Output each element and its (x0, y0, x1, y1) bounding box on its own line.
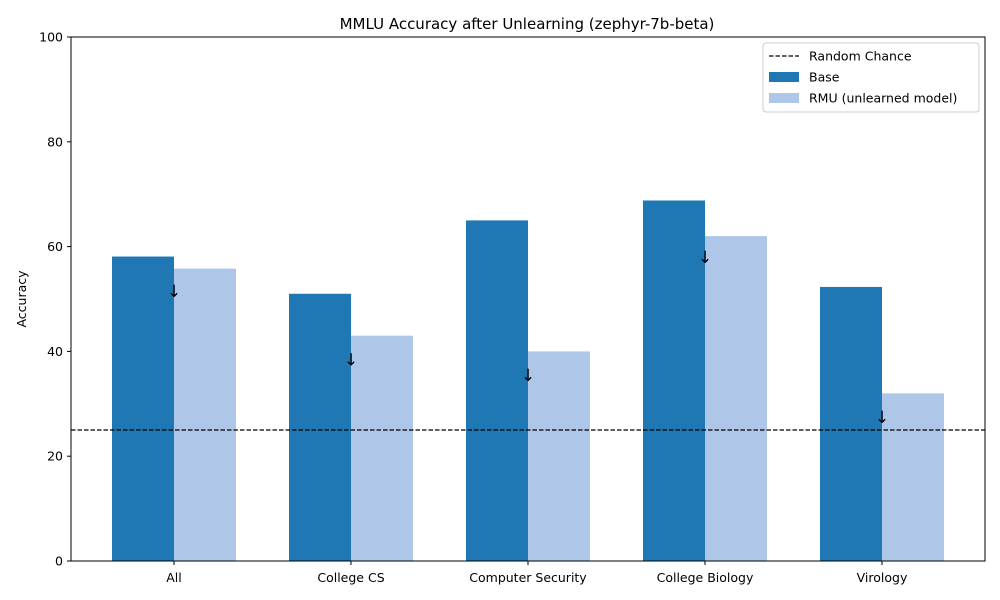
bar-rmu-4 (882, 393, 944, 561)
y-tick-label-0: 0 (55, 554, 63, 569)
bar-base-3 (643, 200, 705, 561)
legend-swatch-rmu (769, 93, 799, 103)
y-tick-label-2: 40 (47, 344, 63, 359)
bar-base-1 (289, 293, 351, 561)
y-tick-label-3: 60 (47, 239, 63, 254)
x-tick-label-2: Computer Security (469, 570, 587, 585)
bar-base-4 (820, 286, 882, 561)
bar-rmu-2 (528, 351, 590, 561)
y-tick-label-1: 20 (47, 449, 63, 464)
y-axis-title: Accuracy (14, 270, 29, 328)
drop-arrow-2: ↓ (521, 366, 535, 386)
bar-base-2 (466, 220, 528, 561)
bar-base-0 (112, 256, 174, 561)
y-tick-label-4: 80 (47, 134, 63, 149)
legend-label-0: Random Chance (809, 49, 912, 64)
x-tick-label-4: Virology (857, 570, 908, 585)
legend-box (762, 42, 980, 113)
legend-swatch-base (769, 72, 799, 82)
x-tick-label-0: All (166, 570, 182, 585)
bar-rmu-3 (705, 236, 767, 561)
plot-area: ↓ ↓ ↓ ↓ ↓ 0 20 40 60 80 100 All College CS Computer S… (39, 30, 986, 585)
drop-arrow-0: ↓ (167, 282, 181, 302)
bar-rmu-0 (174, 268, 236, 561)
drop-arrow-4: ↓ (875, 408, 889, 428)
bar-rmu-1 (351, 335, 413, 561)
legend: Random Chance Base RMU (unlearned model) (762, 42, 980, 113)
chart-title: MMLU Accuracy after Unlearning (zephyr-7… (340, 15, 715, 33)
drop-arrow-1: ↓ (344, 350, 358, 370)
y-tick-label-5: 100 (39, 30, 63, 45)
legend-label-2: RMU (unlearned model) (809, 91, 957, 106)
x-tick-label-3: College Biology (657, 570, 754, 585)
legend-label-1: Base (809, 70, 840, 85)
drop-arrow-3: ↓ (698, 248, 712, 268)
x-tick-label-1: College CS (317, 570, 384, 585)
